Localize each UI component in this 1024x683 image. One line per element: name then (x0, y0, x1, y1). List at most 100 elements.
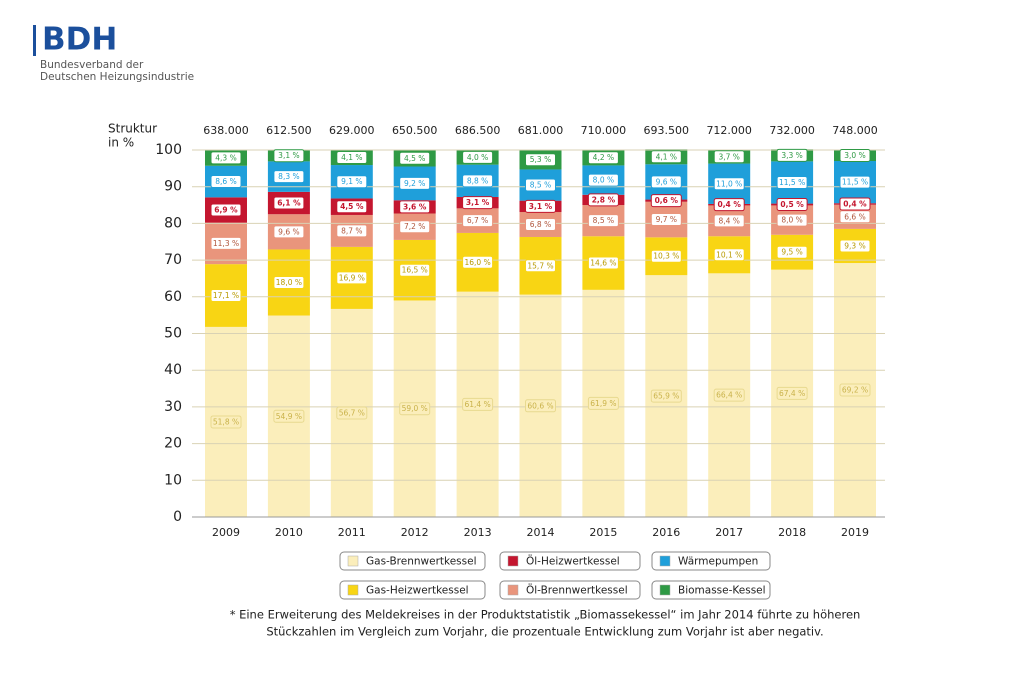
value-label-box (525, 259, 556, 273)
value-label-box (525, 199, 556, 213)
value-label-box (525, 218, 556, 232)
legend-swatch (659, 584, 671, 596)
value-label: 9,6 % (278, 227, 299, 236)
total-label: 693.500 (644, 124, 690, 137)
legend-label: Wärmepumpen (678, 556, 758, 568)
value-label-box (273, 225, 305, 239)
value-label: 4,5 % (404, 154, 425, 163)
value-label-box (776, 245, 808, 259)
value-label-box (650, 194, 682, 208)
value-label-box (587, 396, 619, 410)
y-tick-label: 0 (173, 509, 182, 525)
value-label: 9,7 % (656, 215, 677, 224)
value-label: 8,5 % (593, 216, 614, 225)
value-label: 4,0 % (467, 153, 488, 162)
total-label: 732.000 (769, 124, 815, 137)
value-label-box (713, 214, 745, 228)
value-label: 16,5 % (402, 266, 428, 275)
value-label: 9,6 % (656, 177, 677, 186)
value-label: 9,1 % (341, 177, 362, 186)
total-label: 710.000 (581, 124, 627, 137)
x-tick-label: 2012 (401, 526, 429, 539)
value-label-box (776, 386, 808, 400)
legend-swatch (347, 584, 359, 596)
value-label: 69,2 % (842, 386, 868, 395)
value-label: 6,8 % (530, 220, 551, 229)
legend-label: Gas-Heizwertkessel (366, 585, 469, 597)
value-label-box (462, 214, 494, 228)
value-label-box (713, 150, 745, 164)
value-label: 8,0 % (781, 216, 802, 225)
value-label-box (273, 409, 305, 423)
value-label: 16,9 % (339, 273, 365, 282)
value-label: 3,3 % (781, 151, 802, 160)
value-label-box (336, 224, 368, 238)
legend-label: Öl-Brennwertkessel (526, 584, 628, 597)
value-label-box (399, 200, 431, 214)
value-label-box (399, 220, 431, 234)
x-tick-label: 2016 (652, 526, 680, 539)
value-label-box (462, 150, 494, 164)
value-label-box (650, 249, 682, 263)
value-label: 67,4 % (779, 389, 805, 398)
value-label: 65,9 % (653, 392, 679, 401)
value-label: 4,1 % (656, 152, 677, 161)
y-tick-label: 10 (164, 472, 182, 488)
value-label: 7,2 % (404, 222, 425, 231)
x-tick-label: 2009 (212, 526, 240, 539)
total-label: 638.000 (203, 124, 249, 137)
footnote: * Eine Erweiterung des Meldekreises in d… (230, 608, 861, 622)
value-label-box (336, 175, 368, 189)
value-label-box (210, 175, 242, 189)
value-label: 51,8 % (213, 417, 239, 426)
value-label: 4,3 % (215, 153, 236, 162)
value-label-box (713, 248, 745, 262)
y-tick-label: 50 (164, 326, 182, 342)
value-label: 3,6 % (403, 202, 427, 211)
value-label: 56,7 % (339, 408, 365, 417)
value-label: 2,8 % (592, 195, 616, 204)
value-label: 0,4 % (717, 200, 741, 209)
value-label: 4,1 % (341, 153, 362, 162)
value-label-box (776, 197, 808, 211)
total-label: 712.000 (706, 124, 752, 137)
value-label: 15,7 % (527, 261, 553, 270)
value-label-box (650, 150, 682, 164)
y-axis-label: Struktur (108, 122, 157, 136)
value-label-box (399, 263, 431, 277)
value-label: 11,5 % (779, 178, 805, 187)
legend-box (339, 551, 486, 571)
value-label-box (713, 177, 745, 191)
value-label-box (525, 178, 556, 192)
value-label-box (399, 151, 431, 165)
value-label-box (839, 175, 871, 189)
legend-label: Gas-Brennwertkessel (366, 556, 476, 568)
value-label-box (839, 210, 871, 224)
value-label-box (650, 213, 682, 227)
value-label: 17,1 % (213, 291, 239, 300)
value-label-box (210, 151, 242, 165)
y-tick-label: 70 (164, 252, 182, 268)
value-label: 11,0 % (716, 179, 742, 188)
logo-subtitle: Bundesverband der (40, 59, 144, 71)
value-label: 3,1 % (278, 151, 299, 160)
y-tick-label: 40 (164, 362, 182, 378)
value-label: 6,1 % (277, 199, 301, 208)
y-tick-label: 90 (164, 179, 182, 195)
value-label: 6,9 % (214, 206, 238, 215)
x-tick-label: 2011 (338, 526, 366, 539)
value-label-box (273, 196, 305, 210)
value-label-box (336, 151, 368, 165)
value-label: 10,1 % (716, 250, 742, 259)
value-label-box (399, 176, 431, 190)
value-label: 6,7 % (467, 216, 488, 225)
legend-box (651, 551, 771, 571)
value-label-box (776, 148, 808, 162)
value-label-box (839, 383, 871, 397)
value-label: 11,3 % (213, 239, 239, 248)
legend-swatch (347, 555, 359, 567)
value-label-box (462, 255, 494, 269)
x-tick-label: 2017 (715, 526, 743, 539)
value-label-box (273, 275, 305, 289)
x-tick-label: 2013 (464, 526, 492, 539)
